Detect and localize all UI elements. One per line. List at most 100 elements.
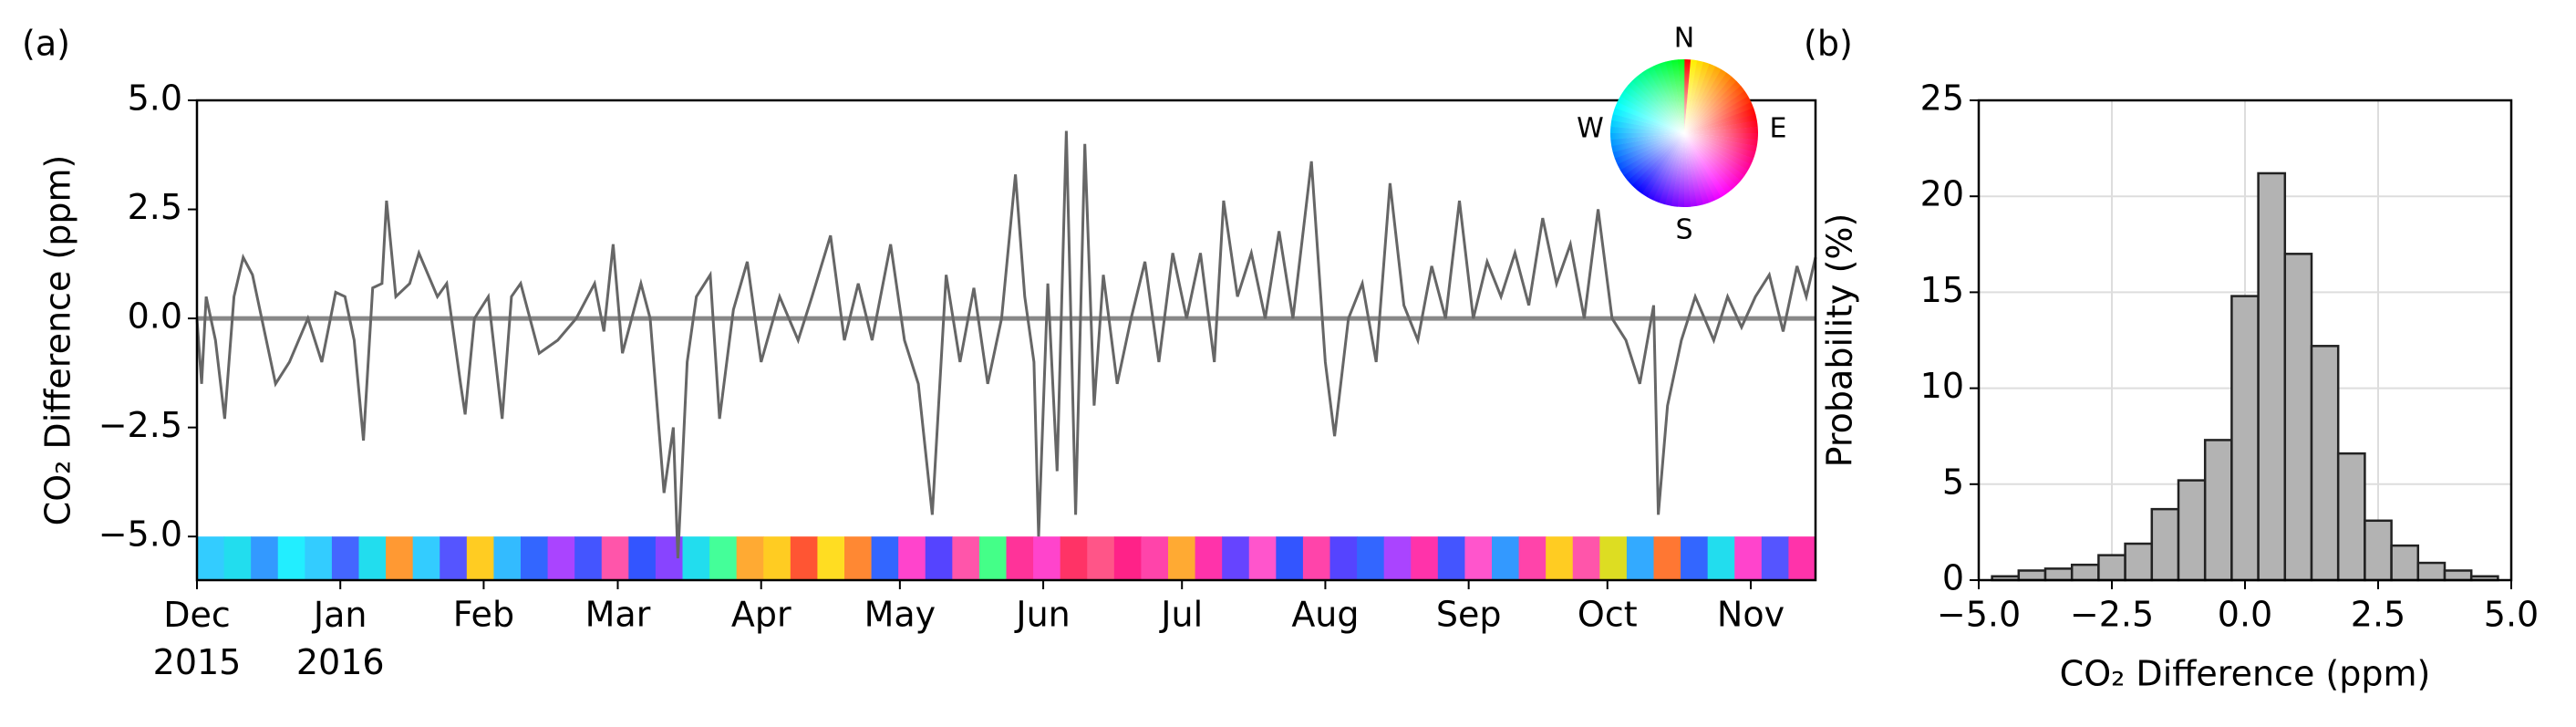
direction-stripe bbox=[466, 536, 495, 580]
direction-stripe bbox=[1572, 536, 1600, 580]
histogram-bar bbox=[2070, 563, 2100, 582]
x-axis-label: CO₂ Difference (ppm) bbox=[2060, 654, 2431, 694]
direction-stripe bbox=[763, 536, 791, 580]
direction-stripe bbox=[1437, 536, 1466, 580]
x-tick-label: Nov bbox=[1717, 595, 1785, 635]
direction-stripe bbox=[305, 536, 333, 580]
x-tick-label: Oct bbox=[1578, 595, 1638, 635]
direction-stripe bbox=[1302, 536, 1331, 580]
y-tick-label: 5.0 bbox=[128, 78, 182, 119]
x-tick-label: Aug bbox=[1291, 595, 1359, 635]
direction-stripe bbox=[1464, 536, 1493, 580]
direction-stripe bbox=[1060, 536, 1088, 580]
direction-stripe bbox=[736, 536, 764, 580]
direction-stripe bbox=[1681, 536, 1709, 580]
direction-stripe bbox=[493, 536, 522, 580]
compass-label: E bbox=[1770, 113, 1787, 145]
histogram-bar bbox=[2017, 569, 2047, 582]
panel-label: (a) bbox=[22, 24, 70, 64]
direction-stripe bbox=[197, 536, 225, 580]
direction-stripe bbox=[925, 536, 953, 580]
direction-stripe bbox=[251, 536, 279, 580]
y-axis-label: CO₂ Difference (ppm) bbox=[38, 155, 78, 526]
x-tick-label: −5.0 bbox=[1937, 595, 2021, 635]
histogram-bar bbox=[2336, 452, 2366, 582]
direction-stripe bbox=[521, 536, 549, 580]
histogram-bar bbox=[2257, 171, 2287, 582]
direction-stripe bbox=[1788, 536, 1816, 580]
direction-stripe bbox=[223, 536, 252, 580]
histogram-bar bbox=[2283, 253, 2313, 582]
y-tick-label: 0.0 bbox=[128, 296, 182, 337]
histogram-bar bbox=[2177, 479, 2207, 582]
direction-stripe bbox=[1357, 536, 1385, 580]
plot-border bbox=[195, 99, 1817, 582]
y-axis-label: Probability (%) bbox=[1820, 213, 1860, 468]
direction-stripe bbox=[1492, 536, 1520, 580]
y-tick-label: 15 bbox=[1920, 270, 1964, 310]
histogram-bar bbox=[2124, 542, 2154, 582]
direction-stripe bbox=[1113, 536, 1143, 580]
direction-stripe bbox=[952, 536, 980, 580]
compass-label: W bbox=[1577, 113, 1604, 145]
y-tick-label: 5 bbox=[1942, 462, 1964, 502]
direction-stripe bbox=[1761, 536, 1790, 580]
direction-stripe bbox=[1222, 536, 1250, 580]
direction-stripe bbox=[1329, 536, 1358, 580]
histogram-bar bbox=[2364, 519, 2393, 582]
direction-stripe bbox=[898, 536, 926, 580]
x-tick-label: 0.0 bbox=[2218, 595, 2272, 635]
y-tick-label: 25 bbox=[1920, 78, 1964, 119]
direction-stripe bbox=[1546, 536, 1574, 580]
y-tick-label: −5.0 bbox=[98, 514, 182, 555]
direction-stripe bbox=[844, 536, 873, 580]
data-line bbox=[195, 130, 1817, 559]
y-tick-label: 20 bbox=[1920, 174, 1964, 214]
direction-stripe bbox=[386, 536, 414, 580]
direction-stripe bbox=[1411, 536, 1439, 580]
x-tick-label: −2.5 bbox=[2070, 595, 2154, 635]
y-tick-label: 0 bbox=[1942, 558, 1964, 598]
direction-stripe bbox=[1195, 536, 1223, 580]
direction-stripe bbox=[574, 536, 603, 580]
direction-stripe bbox=[1141, 536, 1169, 580]
histogram-bar bbox=[2390, 544, 2420, 582]
direction-stripe bbox=[871, 536, 899, 580]
x-tick-label: Jul bbox=[1159, 595, 1203, 635]
compass-center bbox=[1610, 59, 1758, 207]
direction-stripe bbox=[790, 536, 819, 580]
x-tick-label: Jan 2016 bbox=[296, 595, 385, 682]
direction-stripe bbox=[817, 536, 845, 580]
direction-stripe bbox=[1168, 536, 1196, 580]
direction-stripe bbox=[682, 536, 710, 580]
direction-stripe bbox=[1276, 536, 1304, 580]
direction-stripe bbox=[277, 536, 305, 580]
direction-stripe bbox=[1087, 536, 1115, 580]
x-tick-label: Jun bbox=[1014, 595, 1070, 635]
direction-stripe bbox=[1599, 536, 1628, 580]
direction-stripe bbox=[1383, 536, 1412, 580]
x-tick-label: Dec 2015 bbox=[153, 595, 242, 682]
y-tick-label: 10 bbox=[1920, 366, 1964, 406]
direction-stripe bbox=[358, 536, 387, 580]
direction-stripe bbox=[412, 536, 440, 580]
y-tick-label: 2.5 bbox=[128, 187, 182, 227]
x-tick-label: Feb bbox=[453, 595, 514, 635]
direction-stripe bbox=[601, 536, 629, 580]
direction-stripe bbox=[440, 536, 468, 580]
direction-stripe bbox=[1626, 536, 1655, 580]
direction-stripe bbox=[1248, 536, 1277, 580]
x-tick-label: 2.5 bbox=[2351, 595, 2405, 635]
direction-stripe bbox=[1734, 536, 1763, 580]
direction-stripe bbox=[978, 536, 1008, 580]
histogram-bar bbox=[2043, 567, 2074, 582]
histogram-bar bbox=[2203, 439, 2233, 582]
y-tick-label: −2.5 bbox=[98, 405, 182, 445]
x-tick-label: Sep bbox=[1436, 595, 1502, 635]
x-tick-label: 5.0 bbox=[2484, 595, 2539, 635]
direction-stripe bbox=[628, 536, 657, 580]
x-tick-label: Mar bbox=[585, 595, 651, 635]
x-tick-label: Apr bbox=[731, 595, 791, 635]
